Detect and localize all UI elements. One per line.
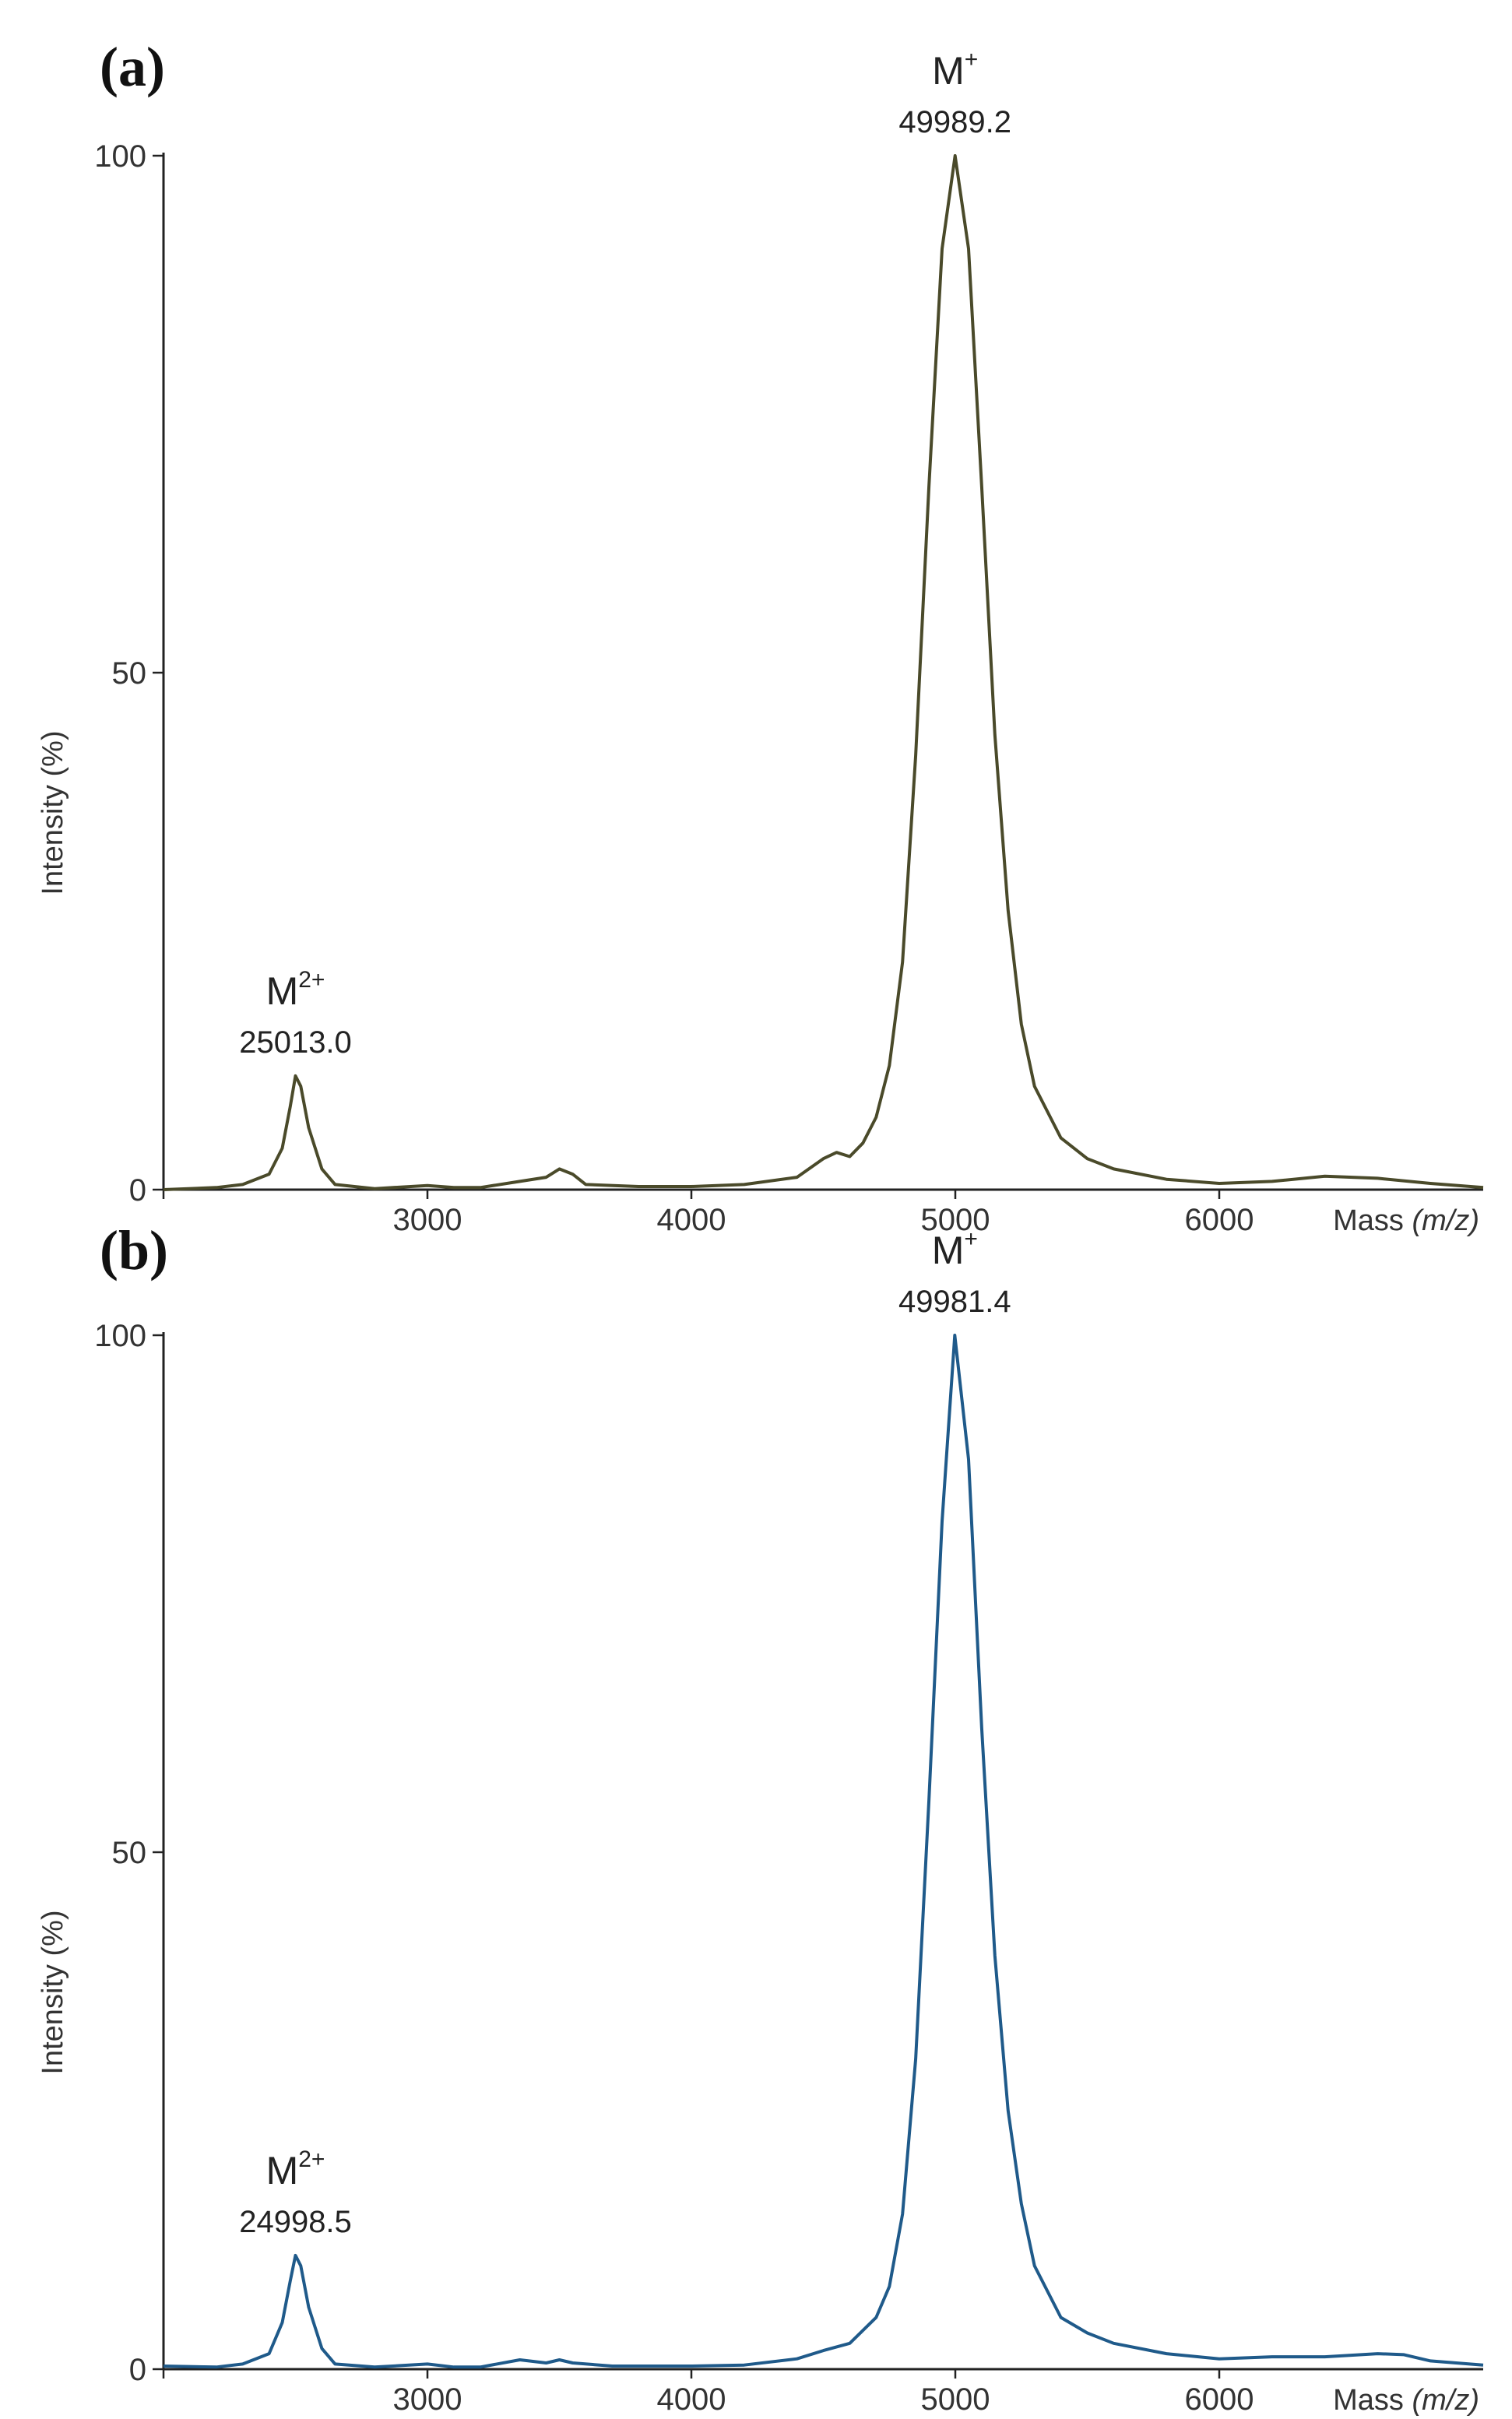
panel-label: (b)	[100, 1219, 168, 1282]
x-tick-label: 5000	[921, 1203, 990, 1237]
peak-ion-charge: 2+	[298, 967, 325, 993]
peak-ion-symbol: M	[266, 969, 299, 1013]
peak-ion-charge: 2+	[298, 2147, 325, 2172]
peak-ion-label: M+	[932, 47, 978, 93]
y-tick-label: 50	[112, 1836, 147, 1870]
x-tick-label: 6000	[1185, 1203, 1254, 1237]
peak-ion-symbol: M	[932, 1229, 965, 1272]
peak-ion-label: M2+	[266, 967, 325, 1013]
peak-ion-symbol: M	[932, 49, 965, 93]
peak-mass-label: 25013.0	[239, 1025, 352, 1060]
spectrum-line-0	[163, 154, 1484, 1191]
x-tick-label: 4000	[657, 1203, 726, 1237]
y-tick-label: 0	[129, 1173, 146, 1208]
panel-a: (a) 0 50 100 3000 4000 5000 6000 Mass (m/z) Inten…	[37, 36, 1484, 1237]
y-tick-label: 100	[94, 1319, 146, 1353]
x-axis-label-unit: (m/z)	[1412, 1204, 1479, 1237]
peak-ion-symbol: M	[266, 2149, 299, 2192]
x-axis-label-prefix: Mass	[1333, 2384, 1412, 2417]
spectrum-line-0	[163, 1334, 1484, 2369]
x-tick-label: 6000	[1185, 2382, 1254, 2417]
panel-label: (a)	[100, 36, 165, 98]
peak-mass-label: 49981.4	[898, 1285, 1011, 1319]
y-tick-label: 100	[94, 139, 146, 174]
peak-mass-label: 24998.5	[239, 2205, 352, 2239]
y-tick-label: 0	[129, 2353, 146, 2387]
x-tick-label: 4000	[657, 2382, 726, 2417]
peak-ion-label: M+	[932, 1226, 978, 1272]
peak-ion-charge: +	[965, 47, 979, 72]
panel-b: (b) 0 50 100 3000 4000 5000 6000 Mass (m/z) Inten…	[37, 1219, 1484, 2417]
x-axis-label-prefix: Mass	[1333, 1204, 1412, 1237]
peak-ion-label: M2+	[266, 2147, 325, 2192]
peak-mass-label: 49989.2	[898, 105, 1011, 139]
x-axis-label: Mass (m/z)	[1333, 2384, 1479, 2417]
y-tick-label: 50	[112, 656, 147, 691]
x-tick-label: 3000	[393, 2382, 462, 2417]
x-axis-label: Mass (m/z)	[1333, 1204, 1479, 1237]
x-axis-label-unit: (m/z)	[1412, 2384, 1479, 2417]
x-tick-label: 3000	[393, 1203, 462, 1237]
x-tick-label: 5000	[921, 2382, 990, 2417]
peak-ion-charge: +	[964, 1226, 978, 1252]
y-axis-label: Intensity (%)	[37, 1910, 69, 2074]
y-axis-label: Intensity (%)	[37, 730, 69, 895]
